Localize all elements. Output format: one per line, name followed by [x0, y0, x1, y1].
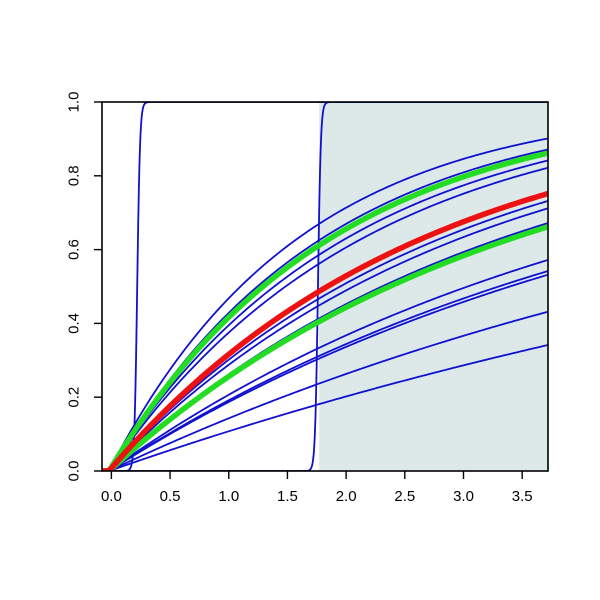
series-line-6 [102, 166, 548, 471]
series-line-8 [102, 207, 548, 471]
series-line-10 [102, 259, 548, 471]
x-tick-label: 2.5 [394, 488, 415, 505]
x-tick-label: 3.5 [512, 488, 533, 505]
plot-frame [101, 101, 549, 472]
x-tick-label: 2.0 [336, 488, 357, 505]
y-tick-label: 0.4 [66, 313, 83, 334]
series-line-16 [102, 224, 548, 471]
x-tick-label: 1.0 [218, 488, 239, 505]
x-tick-label: 0.0 [101, 488, 122, 505]
y-tick-label: 0.2 [66, 387, 83, 408]
series-line-13 [102, 310, 548, 471]
series-line-12 [102, 273, 548, 471]
x-tick-label: 3.0 [453, 488, 474, 505]
x-tick-label: 1.5 [277, 488, 298, 505]
series-line-3 [102, 137, 548, 471]
series-line-5 [102, 159, 548, 471]
y-tick-label: 0.6 [66, 239, 83, 260]
y-tick-label: 0.8 [66, 165, 83, 186]
plot-area [102, 102, 548, 471]
axes: 0.0 0.5 1.0 1.5 2.0 2.5 3.0 3.5 0.0 0.2 0.4 0.6 0.8 1… [66, 92, 549, 505]
series-line-14 [102, 344, 548, 471]
y-tick-label: 1.0 [66, 92, 83, 113]
y-tick-label: 0.0 [66, 461, 83, 482]
series-line-2 [102, 102, 548, 471]
series-line-15 [102, 150, 548, 471]
series-line-17 [102, 190, 548, 471]
series-line-11 [102, 270, 548, 471]
x-tick-label: 0.5 [160, 488, 181, 505]
